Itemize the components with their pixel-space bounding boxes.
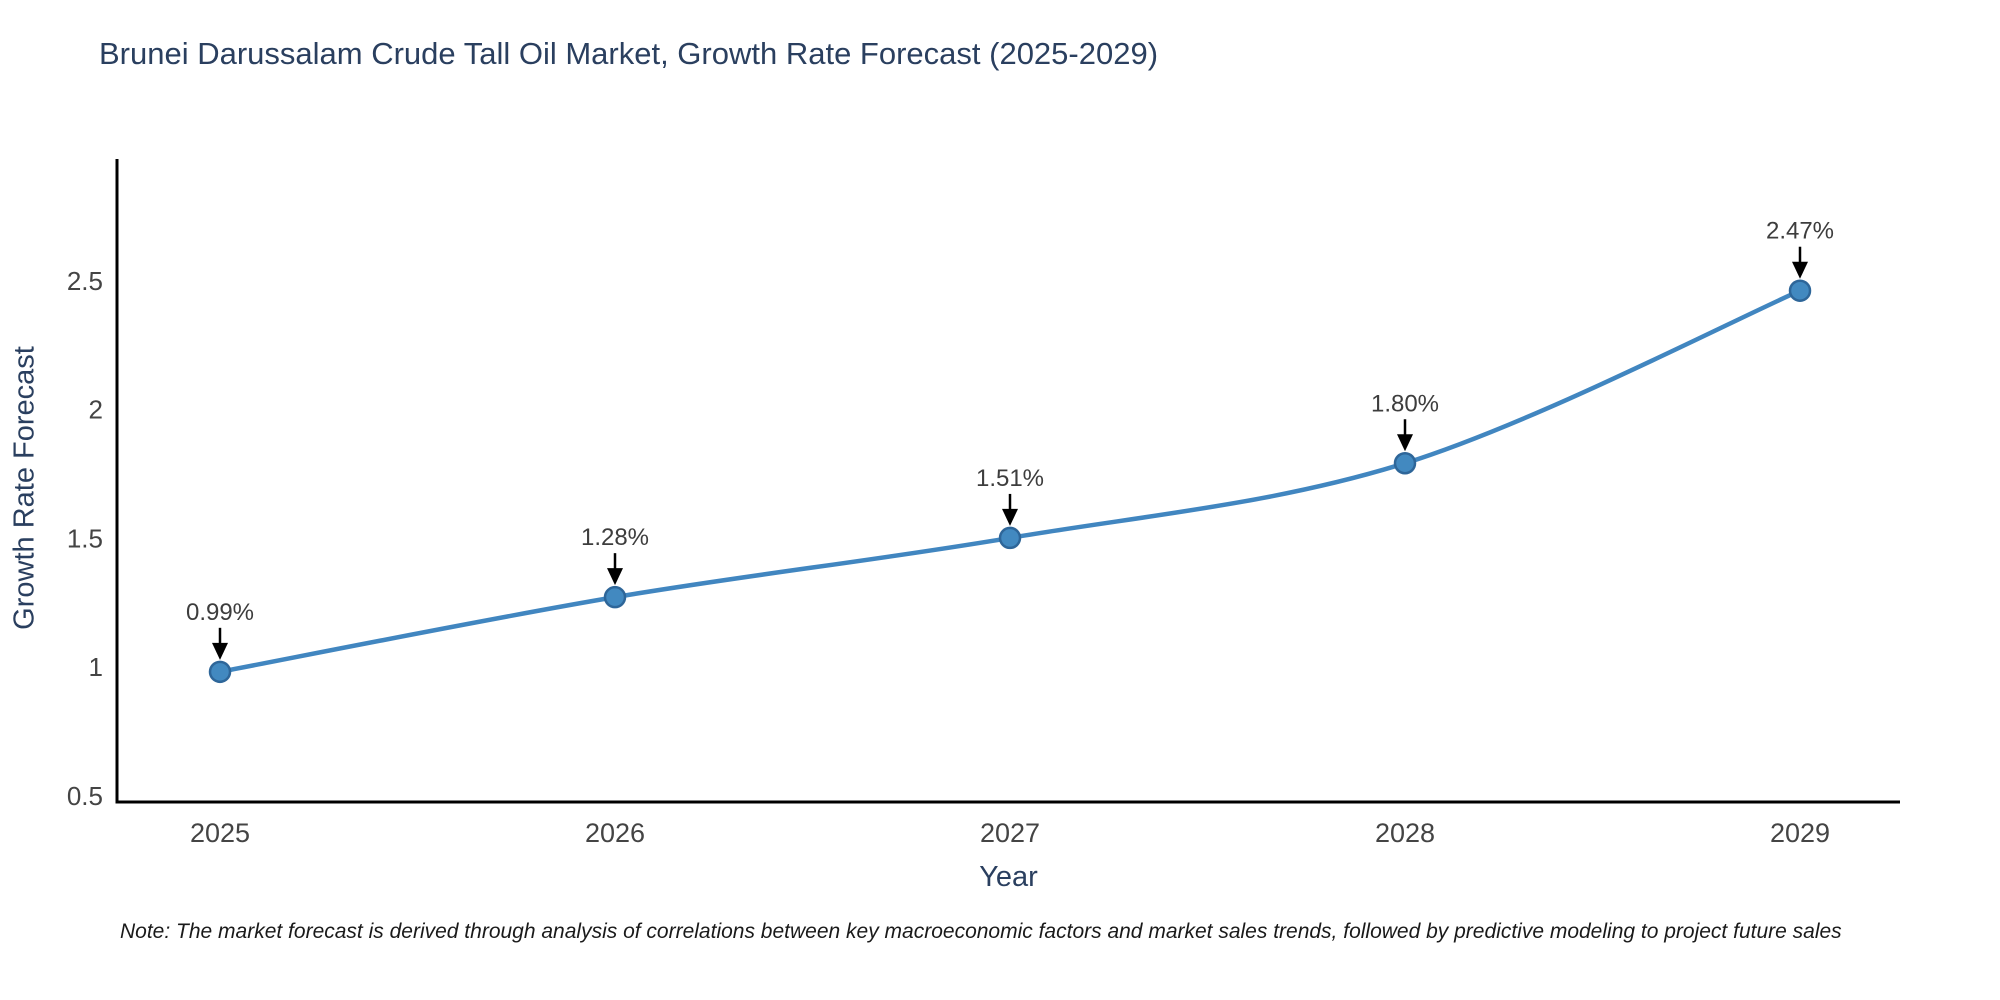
- point-annotation-label: 1.51%: [976, 465, 1044, 492]
- y-tick-label: 1: [89, 652, 103, 682]
- data-point-marker[interactable]: [208, 660, 232, 684]
- annotation-arrowhead-icon: [607, 568, 623, 586]
- chart-title: Brunei Darussalam Crude Tall Oil Market,…: [99, 36, 1159, 71]
- point-annotation-label: 0.99%: [186, 599, 254, 626]
- x-tick-label: 2026: [585, 818, 645, 848]
- y-axis-title: Growth Rate Forecast: [8, 346, 41, 630]
- data-point-marker[interactable]: [1393, 452, 1417, 475]
- x-tick-label: 2029: [1770, 818, 1830, 848]
- y-tick-label: 0.5: [67, 781, 103, 811]
- annotation-arrowhead-icon: [1002, 508, 1018, 526]
- y-tick-label: 1.5: [67, 523, 103, 553]
- x-tick-label: 2027: [980, 818, 1040, 848]
- y-tick-label: 2: [89, 395, 103, 425]
- x-tick-label: 2028: [1375, 818, 1435, 848]
- point-annotation-label: 2.47%: [1766, 218, 1834, 245]
- annotation-arrowhead-icon: [1397, 434, 1413, 452]
- data-point-marker[interactable]: [1788, 279, 1812, 302]
- point-annotation-label: 1.28%: [581, 524, 649, 551]
- data-point-marker[interactable]: [603, 585, 627, 609]
- annotation-arrowhead-icon: [212, 642, 228, 660]
- point-annotation-label: 1.80%: [1371, 390, 1439, 417]
- x-tick-label: 2025: [190, 818, 250, 848]
- footnote: Note: The market forecast is derived thr…: [120, 920, 1842, 943]
- y-tick-label: 2.5: [67, 266, 103, 296]
- x-axis-title: Year: [979, 861, 1038, 893]
- data-point-marker[interactable]: [998, 526, 1022, 550]
- annotation-arrowhead-icon: [1792, 261, 1808, 279]
